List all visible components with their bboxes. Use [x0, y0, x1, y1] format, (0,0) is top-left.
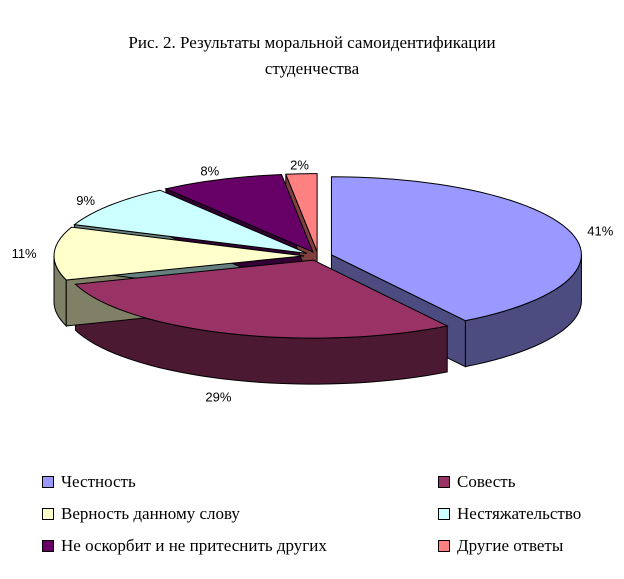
legend-swatch-vernost	[42, 508, 54, 520]
chart-title: Рис. 2. Результаты моральной самоидентиф…	[0, 30, 624, 82]
legend-swatch-ne-oskorbit	[42, 540, 54, 552]
pie-chart: 41% 29% 11% 9% 8% 2%	[12, 158, 614, 405]
legend-item-sovest: Совесть	[438, 472, 515, 492]
legend-label-chestnost: Честность	[61, 472, 136, 491]
pie-label-slice-2: 11%	[12, 246, 37, 261]
legend-row: Честность Совесть	[42, 472, 602, 504]
legend-label-sovest: Совесть	[457, 472, 516, 491]
legend-swatch-nestyazhatelstvo	[438, 508, 450, 520]
pie-label-slice-3: 9%	[76, 193, 95, 208]
legend-swatch-sovest	[438, 476, 450, 488]
legend-row: Не оскорбит и не притеснить других Други…	[42, 536, 602, 568]
pie-slice-slice-5	[285, 173, 318, 252]
legend-label-drugie: Другие ответы	[457, 536, 564, 555]
pie-label-slice-5: 2%	[290, 158, 309, 173]
legend-item-vernost: Верность данному слову	[42, 504, 240, 524]
legend-item-ne-oskorbit: Не оскорбит и не притеснить других	[42, 536, 327, 556]
pie-slice-slice-0	[330, 176, 582, 322]
chart-title-line-1: Рис. 2. Результаты моральной самоидентиф…	[128, 33, 496, 52]
pie-label-slice-1: 29%	[205, 389, 231, 404]
legend-label-ne-oskorbit: Не оскорбит и не притеснить других	[61, 536, 327, 555]
legend-swatch-drugie	[438, 540, 450, 552]
pie-slice-slice-1	[74, 259, 449, 339]
legend-label-vernost: Верность данному слову	[61, 504, 240, 523]
legend-label-nestyazhatelstvo: Нестяжательство	[457, 504, 582, 523]
legend-row: Верность данному слову Нестяжательство	[42, 504, 602, 536]
pie-tops	[53, 173, 582, 339]
pie-label-slice-0: 41%	[587, 223, 613, 238]
pie-label-slice-4: 8%	[200, 164, 219, 179]
legend-item-nestyazhatelstvo: Нестяжательство	[438, 504, 581, 524]
legend-item-drugie: Другие ответы	[438, 536, 563, 556]
pie-labels: 41% 29% 11% 9% 8% 2%	[12, 158, 614, 405]
legend-item-chestnost: Честность	[42, 472, 136, 492]
legend: Честность Совесть Верность данному слову…	[42, 472, 602, 568]
legend-swatch-chestnost	[42, 476, 54, 488]
pie-slice-slice-2	[53, 226, 305, 281]
pie-slice-slice-4	[164, 174, 314, 253]
chart-title-line-2: студенчества	[264, 59, 360, 78]
pie-slice-slice-3	[73, 189, 308, 254]
